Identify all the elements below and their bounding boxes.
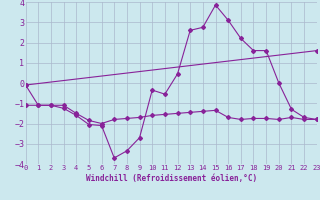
X-axis label: Windchill (Refroidissement éolien,°C): Windchill (Refroidissement éolien,°C) bbox=[86, 174, 257, 183]
